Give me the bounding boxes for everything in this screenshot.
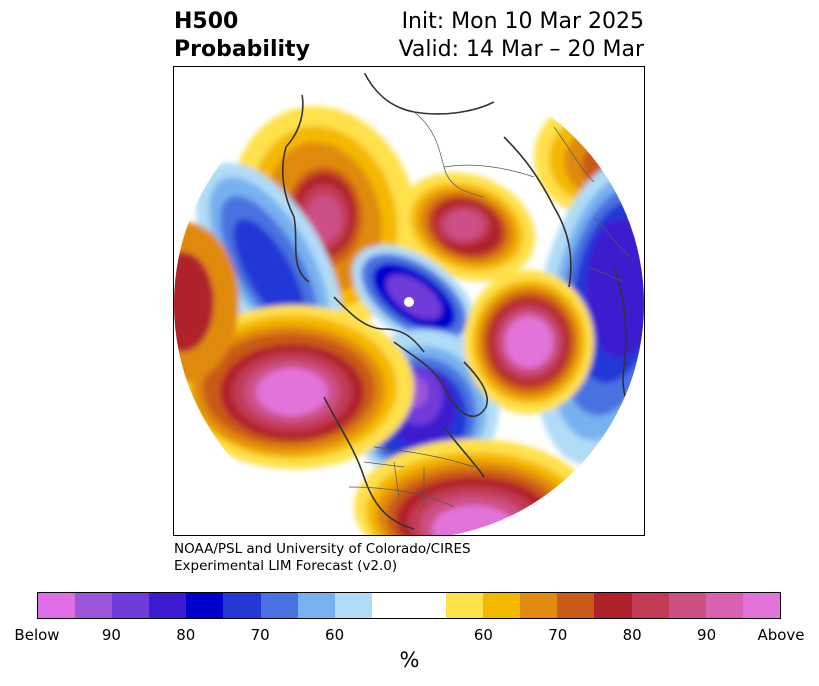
- chart-title: H500 Probability: [174, 8, 310, 64]
- colorbar-tick-label: 80: [176, 626, 196, 644]
- colorbar-segment: [223, 593, 261, 618]
- colorbar-segment: [149, 593, 187, 618]
- colorbar-segment: [705, 593, 743, 618]
- credit-text: NOAA/PSL and University of Colorado/CIRE…: [174, 541, 471, 575]
- colorbar-tick-label: 60: [473, 626, 493, 644]
- init-date: Init: Mon 10 Mar 2025: [401, 9, 644, 34]
- colorbar-segment: [186, 593, 224, 618]
- colorbar-segment: [668, 593, 706, 618]
- colorbar-segment: [371, 593, 447, 618]
- valid-date: Valid: 14 Mar – 20 Mar: [398, 37, 644, 62]
- credit-line-2: Experimental LIM Forecast (v2.0): [174, 558, 398, 574]
- colorbar-tick-label: 60: [325, 626, 345, 644]
- above-anomaly-europe: [398, 172, 536, 282]
- colorbar-segment: [112, 593, 150, 618]
- colorbar-segment: [520, 593, 558, 618]
- probability-map: [174, 69, 644, 535]
- colorbar-tick-label: 90: [697, 626, 717, 644]
- above-anomaly-southeast-us: [354, 439, 594, 535]
- colorbar-tick-label: Above: [757, 626, 805, 644]
- colorbar-ticks: Below 90 80 70 60 60 70 80 90 Above: [0, 626, 819, 646]
- colorbar-segment: [557, 593, 595, 618]
- north-pole-marker: [404, 297, 414, 307]
- credit-line-1: NOAA/PSL and University of Colorado/CIRE…: [174, 541, 471, 557]
- colorbar-segment: [742, 593, 780, 618]
- colorbar-tick-label: 70: [548, 626, 568, 644]
- colorbar: [37, 592, 781, 619]
- above-anomaly-north-atlantic: [464, 270, 594, 414]
- colorbar-tick-label: 70: [250, 626, 270, 644]
- colorbar-tick-label: 80: [622, 626, 642, 644]
- above-anomaly-west-edge: [174, 222, 239, 382]
- below-anomaly-arctic: [352, 245, 476, 349]
- colorbar-tick-label: Below: [14, 626, 60, 644]
- country-borders: [348, 111, 630, 508]
- map-panel: [173, 66, 645, 536]
- title-line-1: H500: [174, 9, 239, 34]
- colorbar-tick-label: 90: [101, 626, 121, 644]
- colorbar-segment: [334, 593, 372, 618]
- colorbar-segment: [631, 593, 669, 618]
- forecast-dates: Init: Mon 10 Mar 2025 Valid: 14 Mar – 20…: [399, 8, 644, 64]
- colorbar-segment: [594, 593, 632, 618]
- colorbar-segment: [38, 593, 76, 618]
- colorbar-segment: [260, 593, 298, 618]
- colorbar-segment: [297, 593, 335, 618]
- colorbar-unit-label: %: [399, 648, 420, 672]
- colorbar-segment: [446, 593, 484, 618]
- colorbar-segment: [75, 593, 113, 618]
- colorbar-segment: [483, 593, 521, 618]
- title-line-2: Probability: [174, 37, 310, 62]
